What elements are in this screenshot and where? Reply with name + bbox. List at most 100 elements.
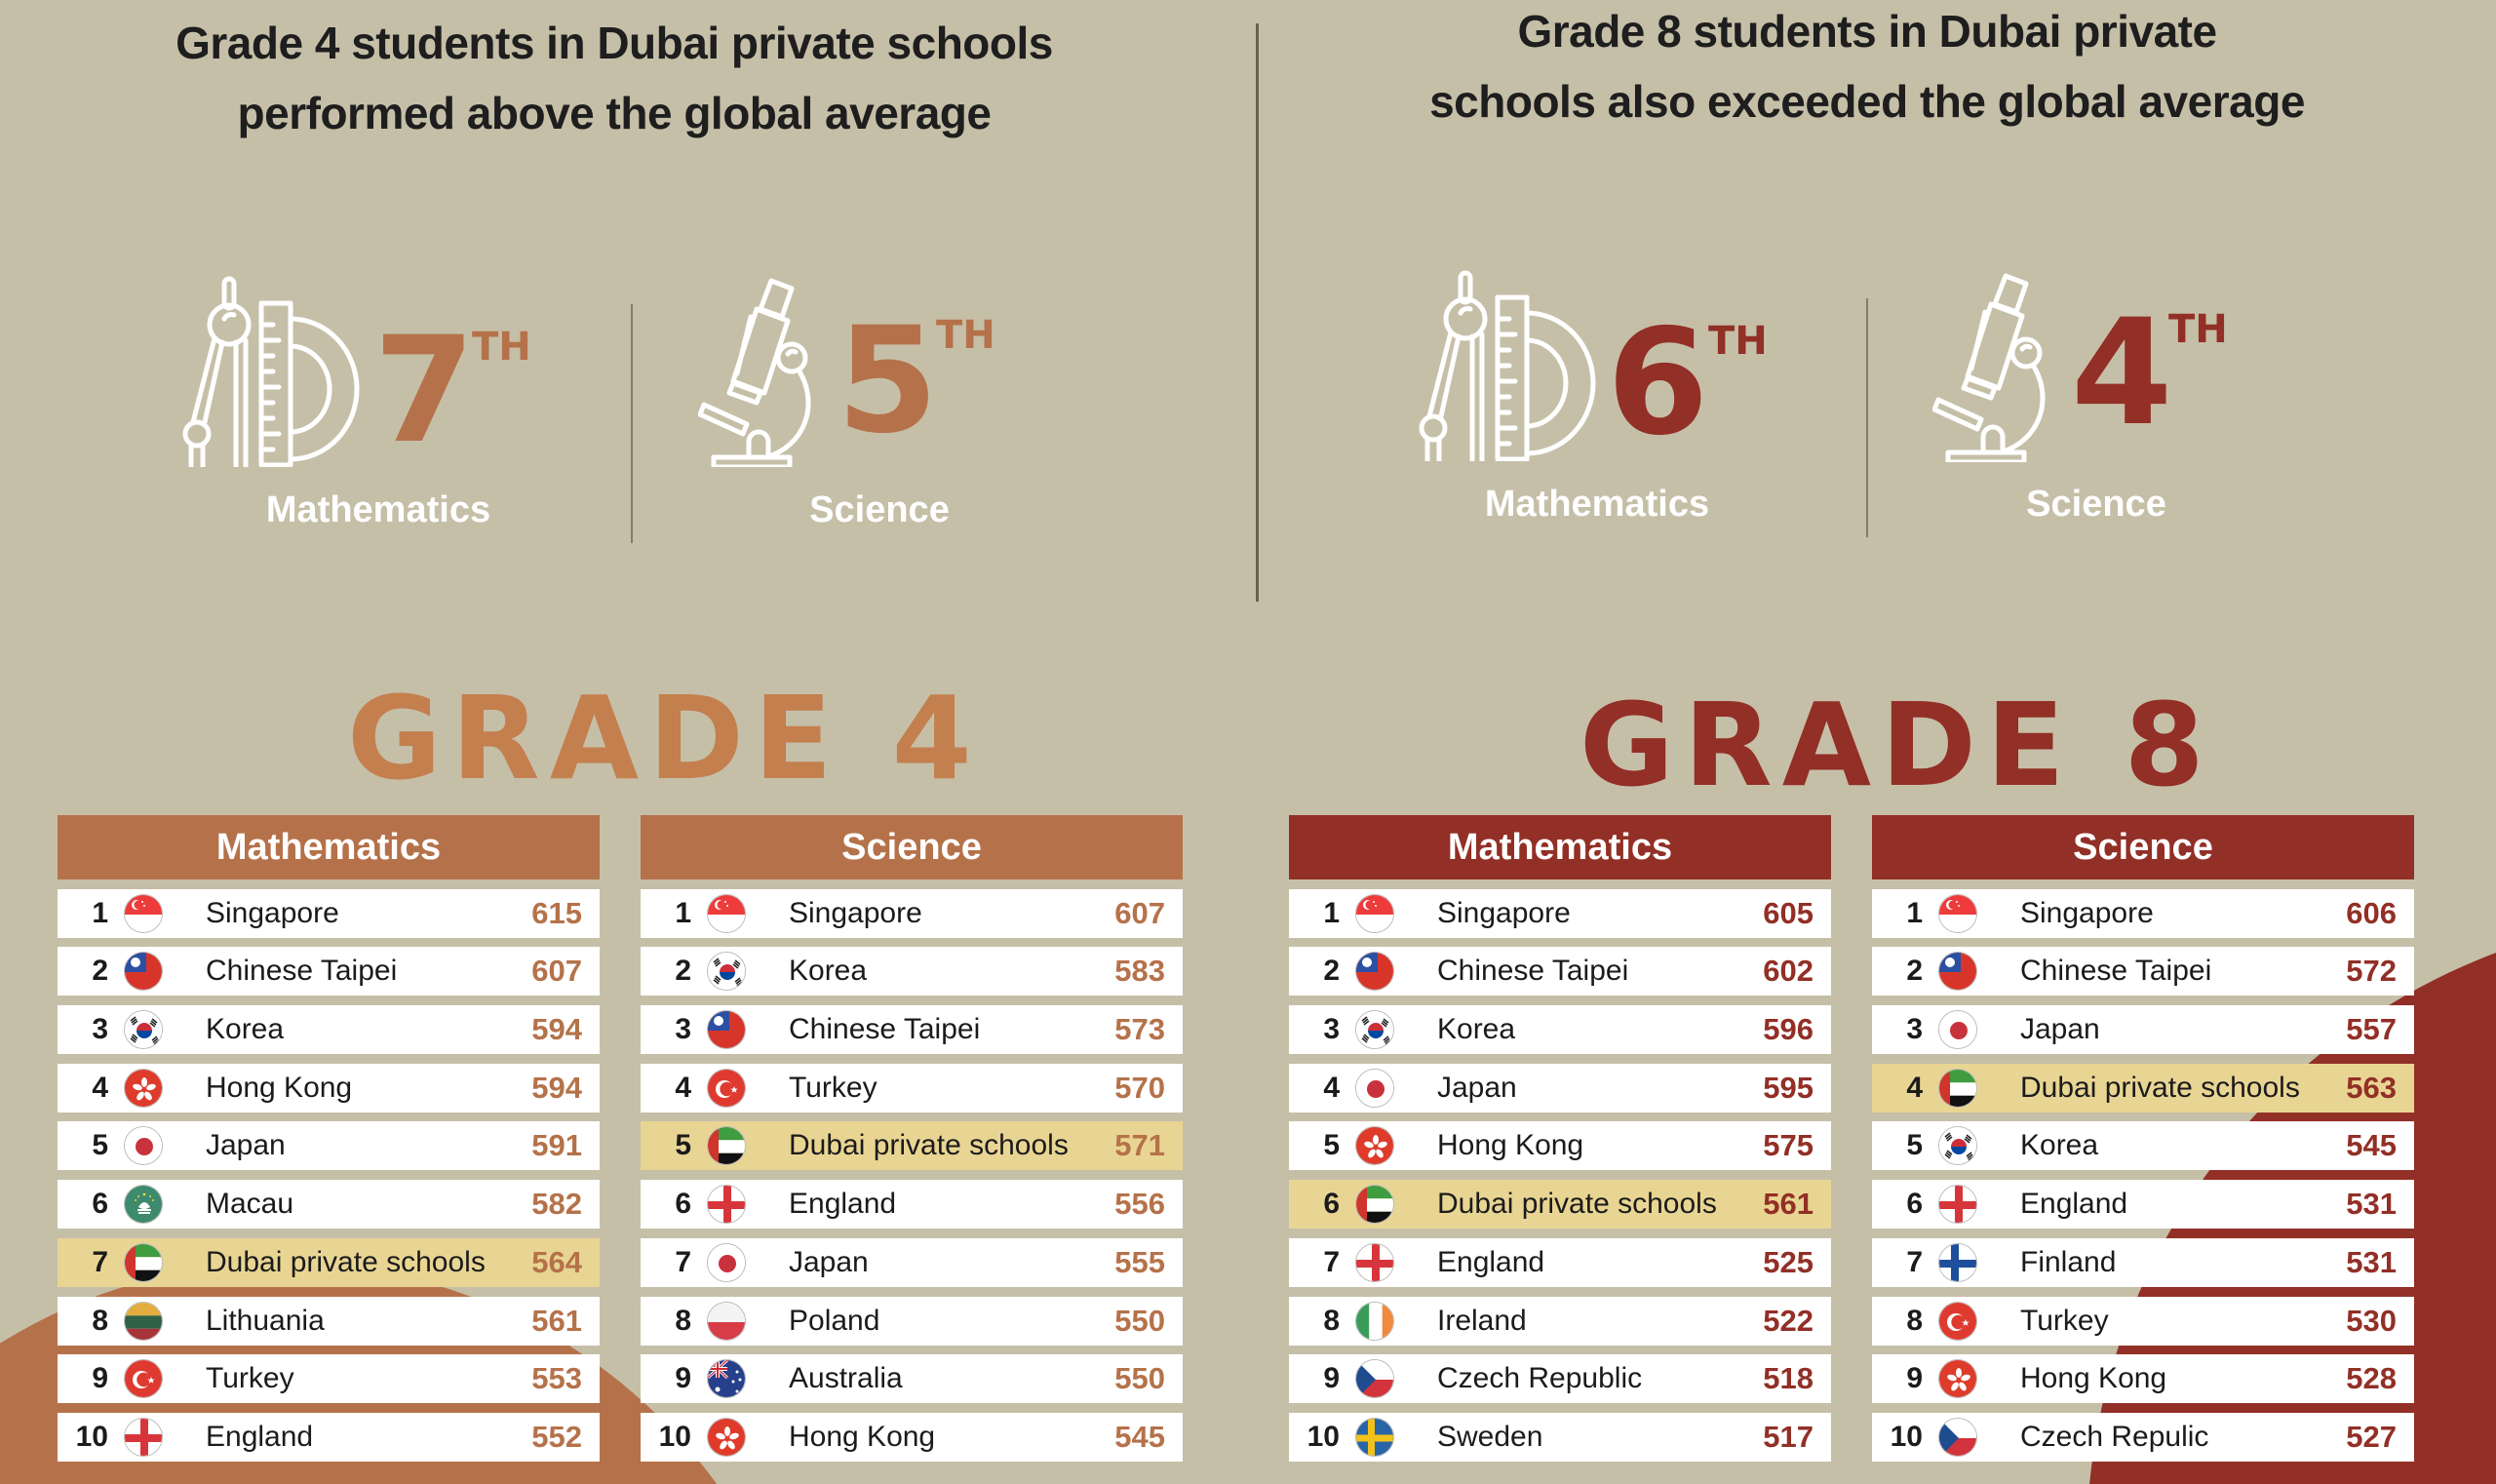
- table-row: 5 Japan 591: [58, 1121, 600, 1171]
- table-row: 4 Hong Kong 594: [58, 1063, 600, 1113]
- rank-number: 4: [675, 1071, 691, 1104]
- singapore-flag-icon: [707, 893, 746, 933]
- country-name: Poland: [789, 1304, 880, 1337]
- country-name: England: [789, 1188, 897, 1221]
- rank-number: 3: [1906, 1013, 1923, 1046]
- grade8-math-table: Mathematics 1 Singapore 605 2 Chinese Taipei…: [1289, 815, 1831, 1462]
- grade8-title: GRADE 8: [1580, 678, 2214, 812]
- score-value: 528: [2346, 1361, 2397, 1396]
- rank-number: 3: [675, 1013, 691, 1046]
- rank-number: 2: [675, 955, 691, 988]
- singapore-flag-icon: [1355, 893, 1394, 933]
- korea-flag-icon: [707, 952, 746, 992]
- korea-flag-icon: [1938, 1126, 1977, 1166]
- country-name: Japan: [2020, 1013, 2100, 1046]
- score-value: 570: [1114, 1070, 1165, 1105]
- score-value: 553: [531, 1361, 582, 1396]
- grade4-title: GRADE 4: [347, 671, 982, 805]
- rank-number: 9: [1906, 1362, 1923, 1395]
- score-value: 571: [1114, 1128, 1165, 1163]
- score-value: 582: [531, 1187, 582, 1222]
- table-row: 7 England 525: [1289, 1237, 1831, 1287]
- table-header: Science: [1872, 815, 2414, 879]
- table-row: 8 Ireland 522: [1289, 1296, 1831, 1346]
- rank-number: 1: [1323, 896, 1340, 929]
- uae-flag-icon: [707, 1126, 746, 1166]
- table-row: 9 Turkey 553: [58, 1354, 600, 1404]
- japan-flag-icon: [1355, 1068, 1394, 1108]
- table-row-highlighted: 6 Dubai private schools 561: [1289, 1180, 1831, 1230]
- score-value: 550: [1114, 1361, 1165, 1396]
- rank-number: 3: [92, 1013, 108, 1046]
- country-name: Czech Republic: [1437, 1362, 1643, 1395]
- rank-number: 1: [92, 896, 108, 929]
- score-value: 606: [2346, 895, 2397, 930]
- rank-number: 9: [1323, 1362, 1340, 1395]
- grade4-headline-line2: performed above the global average: [237, 88, 992, 138]
- score-value: 607: [1114, 895, 1165, 930]
- england-flag-icon: [707, 1185, 746, 1225]
- country-name: Turkey: [2020, 1304, 2109, 1337]
- rank-number: 6: [1906, 1188, 1923, 1221]
- country-name: Singapore: [1437, 896, 1571, 929]
- finland-flag-icon: [1938, 1242, 1977, 1282]
- table-row: 3 Japan 557: [1872, 1005, 2414, 1055]
- turkey-flag-icon: [124, 1359, 163, 1399]
- score-value: 525: [1763, 1244, 1814, 1279]
- rank-number: 6: [92, 1188, 108, 1221]
- country-name: Macau: [206, 1188, 294, 1221]
- table-row: 2 Chinese Taipei 602: [1289, 947, 1831, 996]
- rank-number: 4: [1906, 1071, 1923, 1104]
- uae-flag-icon: [124, 1242, 163, 1282]
- score-value: 522: [1763, 1303, 1814, 1338]
- rank-number: 5: [92, 1129, 108, 1162]
- sweden-flag-icon: [1355, 1417, 1394, 1457]
- rank-number: 4: [1323, 1071, 1340, 1104]
- score-value: 594: [531, 1012, 582, 1047]
- table-row-highlighted: 7 Dubai private schools 564: [58, 1237, 600, 1287]
- score-value: 594: [531, 1070, 582, 1105]
- section-divider: [1256, 23, 1259, 602]
- rank-number: 10: [658, 1420, 691, 1453]
- table-row: 7 Finland 531: [1872, 1237, 2414, 1287]
- table-row: 6 England 556: [641, 1180, 1183, 1230]
- grade8-math-rank-label: Mathematics: [1484, 484, 1710, 525]
- country-name: Dubai private schools: [789, 1129, 1069, 1162]
- korea-flag-icon: [124, 1010, 163, 1050]
- country-name: Japan: [206, 1129, 286, 1162]
- table-row-highlighted: 4 Dubai private schools 563: [1872, 1063, 2414, 1113]
- rank-number: 1: [675, 896, 691, 929]
- grade4-science-rank-suffix: TH: [936, 313, 995, 358]
- rank-number: 4: [92, 1071, 108, 1104]
- grade4-math-rank-suffix: TH: [472, 325, 531, 370]
- czech-flag-icon: [1938, 1417, 1977, 1457]
- korea-flag-icon: [1355, 1010, 1394, 1050]
- country-name: Lithuania: [206, 1304, 325, 1337]
- turkey-flag-icon: [1938, 1301, 1977, 1341]
- singapore-flag-icon: [124, 893, 163, 933]
- grade4-math-rank-label: Mathematics: [265, 489, 491, 530]
- score-value: 518: [1763, 1361, 1814, 1396]
- czech-flag-icon: [1355, 1359, 1394, 1399]
- country-name: Czech Repulic: [2020, 1420, 2209, 1453]
- rank-number: 7: [1323, 1245, 1340, 1278]
- table-row: 8 Turkey 530: [1872, 1296, 2414, 1346]
- table-row: 10 Czech Repulic 527: [1872, 1412, 2414, 1462]
- country-name: Turkey: [789, 1071, 878, 1104]
- score-value: 531: [2346, 1187, 2397, 1222]
- rank-number: 7: [92, 1245, 108, 1278]
- country-name: Chinese Taipei: [206, 955, 398, 988]
- score-value: 575: [1763, 1128, 1814, 1163]
- score-value: 527: [2346, 1419, 2397, 1454]
- table-row: 10 England 552: [58, 1412, 600, 1462]
- table-row: 6 Macau 582: [58, 1180, 600, 1230]
- table-row: 1 Singapore 606: [1872, 888, 2414, 938]
- lithuania-flag-icon: [124, 1301, 163, 1341]
- grade8-headline-line1: Grade 8 students in Dubai private: [1517, 6, 2217, 57]
- rank-number: 6: [1323, 1188, 1340, 1221]
- score-value: 615: [531, 895, 582, 930]
- england-flag-icon: [1938, 1185, 1977, 1225]
- rank-number: 3: [1323, 1013, 1340, 1046]
- country-name: Dubai private schools: [2020, 1071, 2300, 1104]
- grade8-science-rank-suffix: TH: [2168, 307, 2228, 352]
